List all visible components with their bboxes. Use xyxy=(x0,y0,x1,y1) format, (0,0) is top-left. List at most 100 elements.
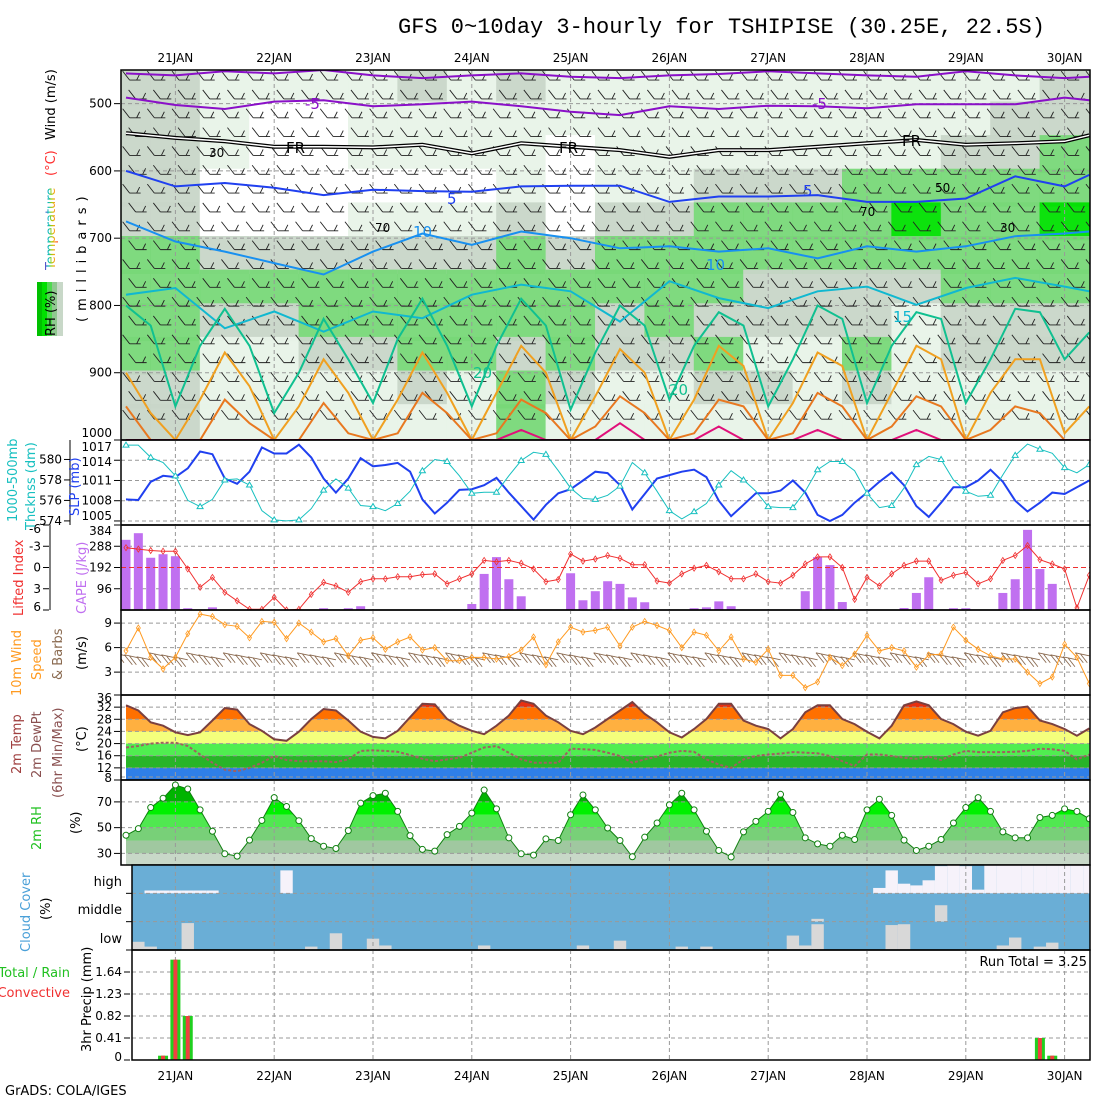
rh-marker xyxy=(147,804,155,812)
wind-barb xyxy=(295,221,314,232)
wind-speed-marker xyxy=(889,643,895,652)
rh-cell xyxy=(595,101,645,140)
wind-speed-marker xyxy=(197,610,203,618)
wind-barb xyxy=(893,391,913,401)
wind-barb xyxy=(992,278,1012,288)
wind-barb xyxy=(325,391,345,401)
li-tick: -3 xyxy=(29,539,41,553)
wind-barb xyxy=(622,202,641,213)
wind-barb xyxy=(813,409,833,420)
wind-barb xyxy=(301,202,320,213)
wind-barb xyxy=(838,108,857,119)
slp-tick: 1008 xyxy=(81,494,112,508)
wind-barb xyxy=(152,278,172,288)
wind-barb xyxy=(468,334,487,345)
thickness-marker xyxy=(344,484,353,491)
cape-bar xyxy=(492,557,501,610)
wind-barb xyxy=(122,108,141,119)
wind-barb xyxy=(523,202,542,213)
wind-barb xyxy=(325,164,345,175)
wind-barb xyxy=(393,296,413,307)
li-marker xyxy=(827,553,833,561)
wind-barb xyxy=(1060,334,1080,345)
wind-barb xyxy=(844,89,863,100)
thickness-marker xyxy=(1011,451,1020,458)
rh-marker xyxy=(900,836,908,844)
rh-marker xyxy=(320,842,328,850)
wind-barb xyxy=(968,202,987,213)
wind-speed-marker xyxy=(1025,668,1031,676)
wind-barb xyxy=(418,334,438,345)
wind-barb-10m xyxy=(889,652,905,664)
cape-bar xyxy=(998,592,1008,610)
wind-barb xyxy=(1036,372,1055,382)
wind-barb xyxy=(523,164,542,175)
li-tick: 0 xyxy=(33,561,41,575)
cape-bar xyxy=(343,608,353,610)
cape-bar xyxy=(578,600,588,610)
wind-barb xyxy=(1092,354,1100,363)
wind-barb xyxy=(350,89,369,100)
cape-bar xyxy=(356,606,366,610)
cape-bar xyxy=(961,608,971,610)
wind-barb-10m xyxy=(272,654,287,666)
rh-marker xyxy=(221,850,229,858)
wind-barb xyxy=(399,164,419,175)
wind-barb xyxy=(295,259,314,269)
wind-speed-marker xyxy=(1037,679,1043,688)
wind-speed-marker xyxy=(345,652,351,660)
wind-barb xyxy=(819,278,839,288)
li-marker xyxy=(296,605,302,610)
wind-barb xyxy=(622,278,641,288)
li-marker xyxy=(765,577,771,586)
rh-marker xyxy=(702,827,710,835)
wind-barb xyxy=(962,259,981,269)
rh-cell xyxy=(121,336,151,375)
wind-speed-marker xyxy=(975,645,981,653)
wind-barb-10m xyxy=(1000,652,1016,664)
wind-speed-marker xyxy=(629,623,635,631)
wind-barb xyxy=(177,391,197,401)
wind-barb xyxy=(1042,127,1061,138)
wind-barb xyxy=(301,164,320,175)
wind-speed-marker xyxy=(778,671,784,680)
wind-barb xyxy=(1011,296,1030,307)
wind-speed-marker xyxy=(395,638,401,646)
rh-marker xyxy=(579,791,587,799)
cape-bar xyxy=(207,607,217,610)
wind-barb xyxy=(1060,146,1080,156)
rh-marker xyxy=(1024,834,1032,842)
cloud-bar-high xyxy=(885,870,898,894)
wind-speed-marker xyxy=(679,643,685,652)
panel-th xyxy=(121,440,1090,525)
wind-barb xyxy=(591,259,610,269)
wind-barb xyxy=(992,240,1012,251)
wind-barb xyxy=(350,278,369,288)
wind-barb xyxy=(918,353,938,364)
thickness-marker xyxy=(665,506,674,514)
wind-barb xyxy=(789,334,808,345)
wind-barb xyxy=(597,164,616,175)
cloud-bar-high xyxy=(947,865,960,894)
wind-barb xyxy=(838,334,857,345)
wind-barb xyxy=(177,202,197,213)
wind-barb xyxy=(517,372,536,382)
wind-barb-10m xyxy=(963,652,979,664)
wind-barb xyxy=(646,164,666,175)
wind-barb xyxy=(1017,89,1036,100)
wind-barb xyxy=(962,70,981,81)
wind-barb xyxy=(690,183,709,194)
wind-barb xyxy=(795,89,814,100)
li-marker xyxy=(1000,556,1006,565)
wind-barb xyxy=(443,334,462,345)
wind-speed-marker xyxy=(148,653,154,662)
rh-marker xyxy=(344,827,352,835)
wind-barb xyxy=(202,164,221,175)
wind-barb-10m xyxy=(729,656,744,668)
wind-barb xyxy=(597,278,616,288)
wind-barb xyxy=(918,315,938,326)
temp-units-label: (°C) xyxy=(75,726,90,752)
wind-speed-marker xyxy=(321,638,327,646)
wind-barb-10m xyxy=(259,652,275,664)
